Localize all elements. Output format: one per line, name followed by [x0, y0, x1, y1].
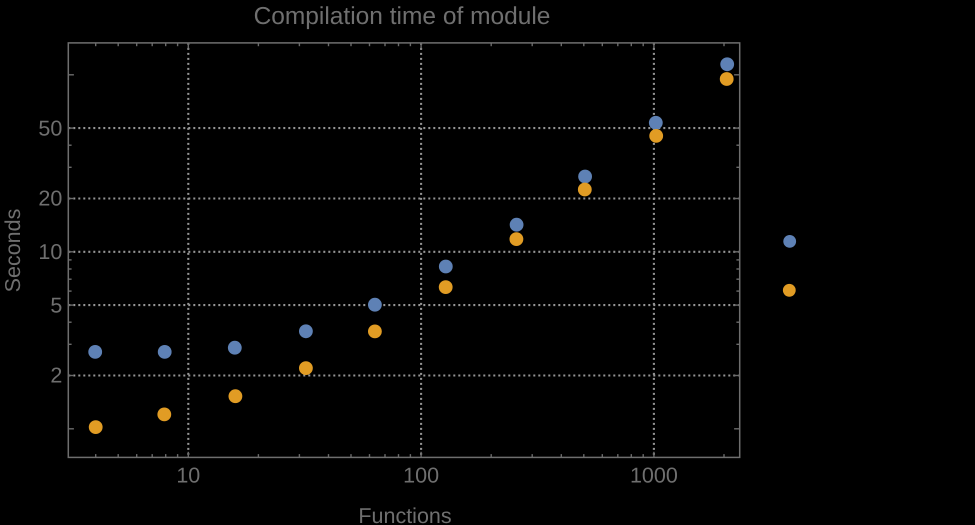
svg-text:Functions: Functions — [358, 504, 451, 525]
svg-text:Compilation time of module: Compilation time of module — [254, 3, 551, 30]
svg-text:100: 100 — [403, 464, 439, 488]
svg-text:2: 2 — [50, 364, 62, 388]
svg-text:20: 20 — [38, 187, 62, 211]
svg-text:Seconds: Seconds — [1, 209, 25, 293]
svg-text:50: 50 — [38, 116, 62, 140]
svg-text:5: 5 — [50, 293, 62, 317]
svg-text:10: 10 — [176, 464, 200, 488]
svg-text:1000: 1000 — [630, 464, 678, 488]
svg-text:10: 10 — [38, 240, 62, 264]
